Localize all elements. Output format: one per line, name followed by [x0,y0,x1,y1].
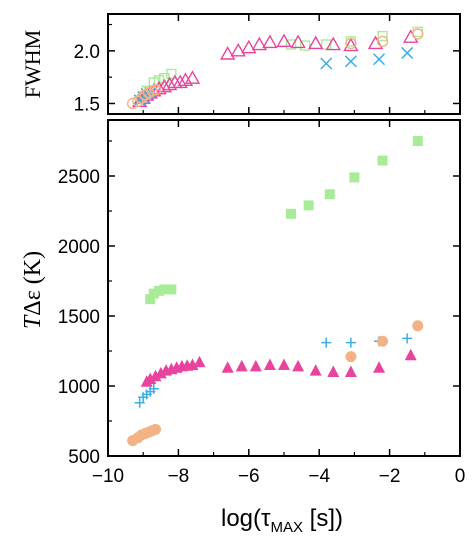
fwhm-panel: 1.5 2.0 FWHM [20,13,461,115]
x-axis-label-suffix: [s]) [303,505,343,532]
data-point-triangle [235,359,248,372]
x-tick-label: −10 [92,466,124,487]
data-point-triangle [278,358,290,370]
y-tick-label: 1500 [58,307,100,328]
data-point-circle [412,320,424,332]
data-point-triangle [193,355,206,368]
y-tick-label: 2000 [58,237,100,258]
y-tick-label: 2.0 [74,42,100,63]
data-point-square [166,284,177,295]
data-point-triangle [230,42,246,57]
data-point-triangle [309,364,322,376]
data-point-triangle [262,34,278,49]
data-point-triangle [156,78,173,93]
data-point-plus [134,397,145,408]
data-point-triangle [276,33,292,48]
y-tick-label: 500 [68,447,100,468]
data-point-square [159,284,170,295]
data-point-plus [321,337,332,348]
x-axis-label: log(τMAX [s]) [221,505,343,536]
data-point-triangle [184,70,201,84]
data-point-square [377,30,388,42]
data-point-plus [402,333,413,344]
data-point-cross [320,57,333,70]
x-tick-labels: −10 −8 −6 −4 −2 0 [92,466,465,487]
data-point-square [285,39,297,50]
data-point-triangle [251,36,268,51]
x-axis-label-prefix: log(τ [221,505,271,532]
fwhm-y-axis-label: FWHM [20,30,45,98]
fwhm-plot-frame [107,13,461,115]
fwhm-x-ticks [107,14,461,114]
data-point-square [299,40,311,51]
data-point-plus [148,383,159,394]
data-point-plus [345,337,356,348]
data-point-circle [150,423,162,435]
data-point-circle [376,35,389,48]
data-point-triangle [344,365,357,377]
data-point-square [349,172,360,183]
energy-x-ticks [107,120,461,456]
energy-y-axis-label: TΔε (K) [20,251,46,329]
data-point-circle [377,335,389,347]
x-tick-label: −2 [379,466,401,487]
data-point-triangle [290,34,306,49]
data-point-cross [344,55,357,68]
data-point-circle [132,95,144,108]
data-point-triangle [343,37,359,52]
fwhm-y-ticks: 1.5 2.0 [74,23,460,115]
data-point-triangle [249,359,262,372]
data-point-square [377,155,388,166]
data-point-triangle [292,359,305,372]
y-tick-label: 2500 [58,167,100,188]
y-tick-label: 1.5 [74,94,100,115]
x-tick-label: −6 [238,466,260,487]
x-tick-label: 0 [455,466,466,487]
data-point-triangle [327,365,340,377]
data-point-square [412,136,423,146]
energy-panel: 500 1000 1500 2000 2500 TΔε (K) [20,119,461,468]
data-point-square [154,285,165,296]
energy-data-marks [127,136,424,447]
data-point-square [324,189,335,200]
data-point-triangle [221,361,234,373]
fwhm-data-marks [126,26,424,110]
x-tick-label: −4 [308,466,330,487]
data-point-triangle [404,348,417,361]
data-point-triangle [219,46,236,60]
data-point-triangle [241,39,257,54]
data-point-triangle [373,361,386,373]
data-point-triangle [263,358,276,370]
y-tick-label: 1000 [58,377,100,398]
data-point-circle [149,84,162,96]
data-point-circle [126,97,139,110]
data-point-square [145,294,156,305]
data-point-triangle [367,35,384,50]
x-axis-label-subscript: MAX [270,519,303,536]
data-point-square [321,39,332,50]
data-point-circle [345,37,357,50]
data-point-triangle [172,74,188,89]
data-point-square [148,288,159,299]
data-point-square [286,208,297,219]
data-point-circle [345,351,357,363]
energy-y-ticks: 500 1000 1500 2000 2500 [58,140,460,468]
data-point-triangle [161,76,178,91]
energy-y-axis-label-rest: Δε (K) [20,251,46,316]
data-point-triangle [307,35,324,50]
data-point-cross [373,53,386,66]
data-point-square [166,68,177,80]
data-point-circle [412,28,424,40]
energy-y-axis-label-italic: T [20,314,46,329]
x-tick-label: −8 [168,466,190,487]
data-point-square [303,200,314,211]
data-point-triangle [325,36,341,51]
data-point-cross [401,46,414,59]
